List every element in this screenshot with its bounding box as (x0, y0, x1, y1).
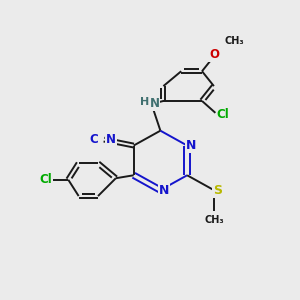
Text: C: C (90, 133, 99, 146)
Text: N: N (185, 139, 196, 152)
Text: N: N (149, 98, 160, 110)
Text: S: S (213, 184, 222, 196)
Text: N: N (159, 184, 169, 196)
Text: N: N (106, 133, 116, 146)
Text: H: H (140, 98, 150, 107)
Text: CH₃: CH₃ (224, 36, 244, 46)
Text: Cl: Cl (40, 173, 52, 186)
Text: CH₃: CH₃ (204, 215, 224, 225)
Text: Cl: Cl (216, 108, 229, 121)
Text: O: O (209, 48, 219, 62)
